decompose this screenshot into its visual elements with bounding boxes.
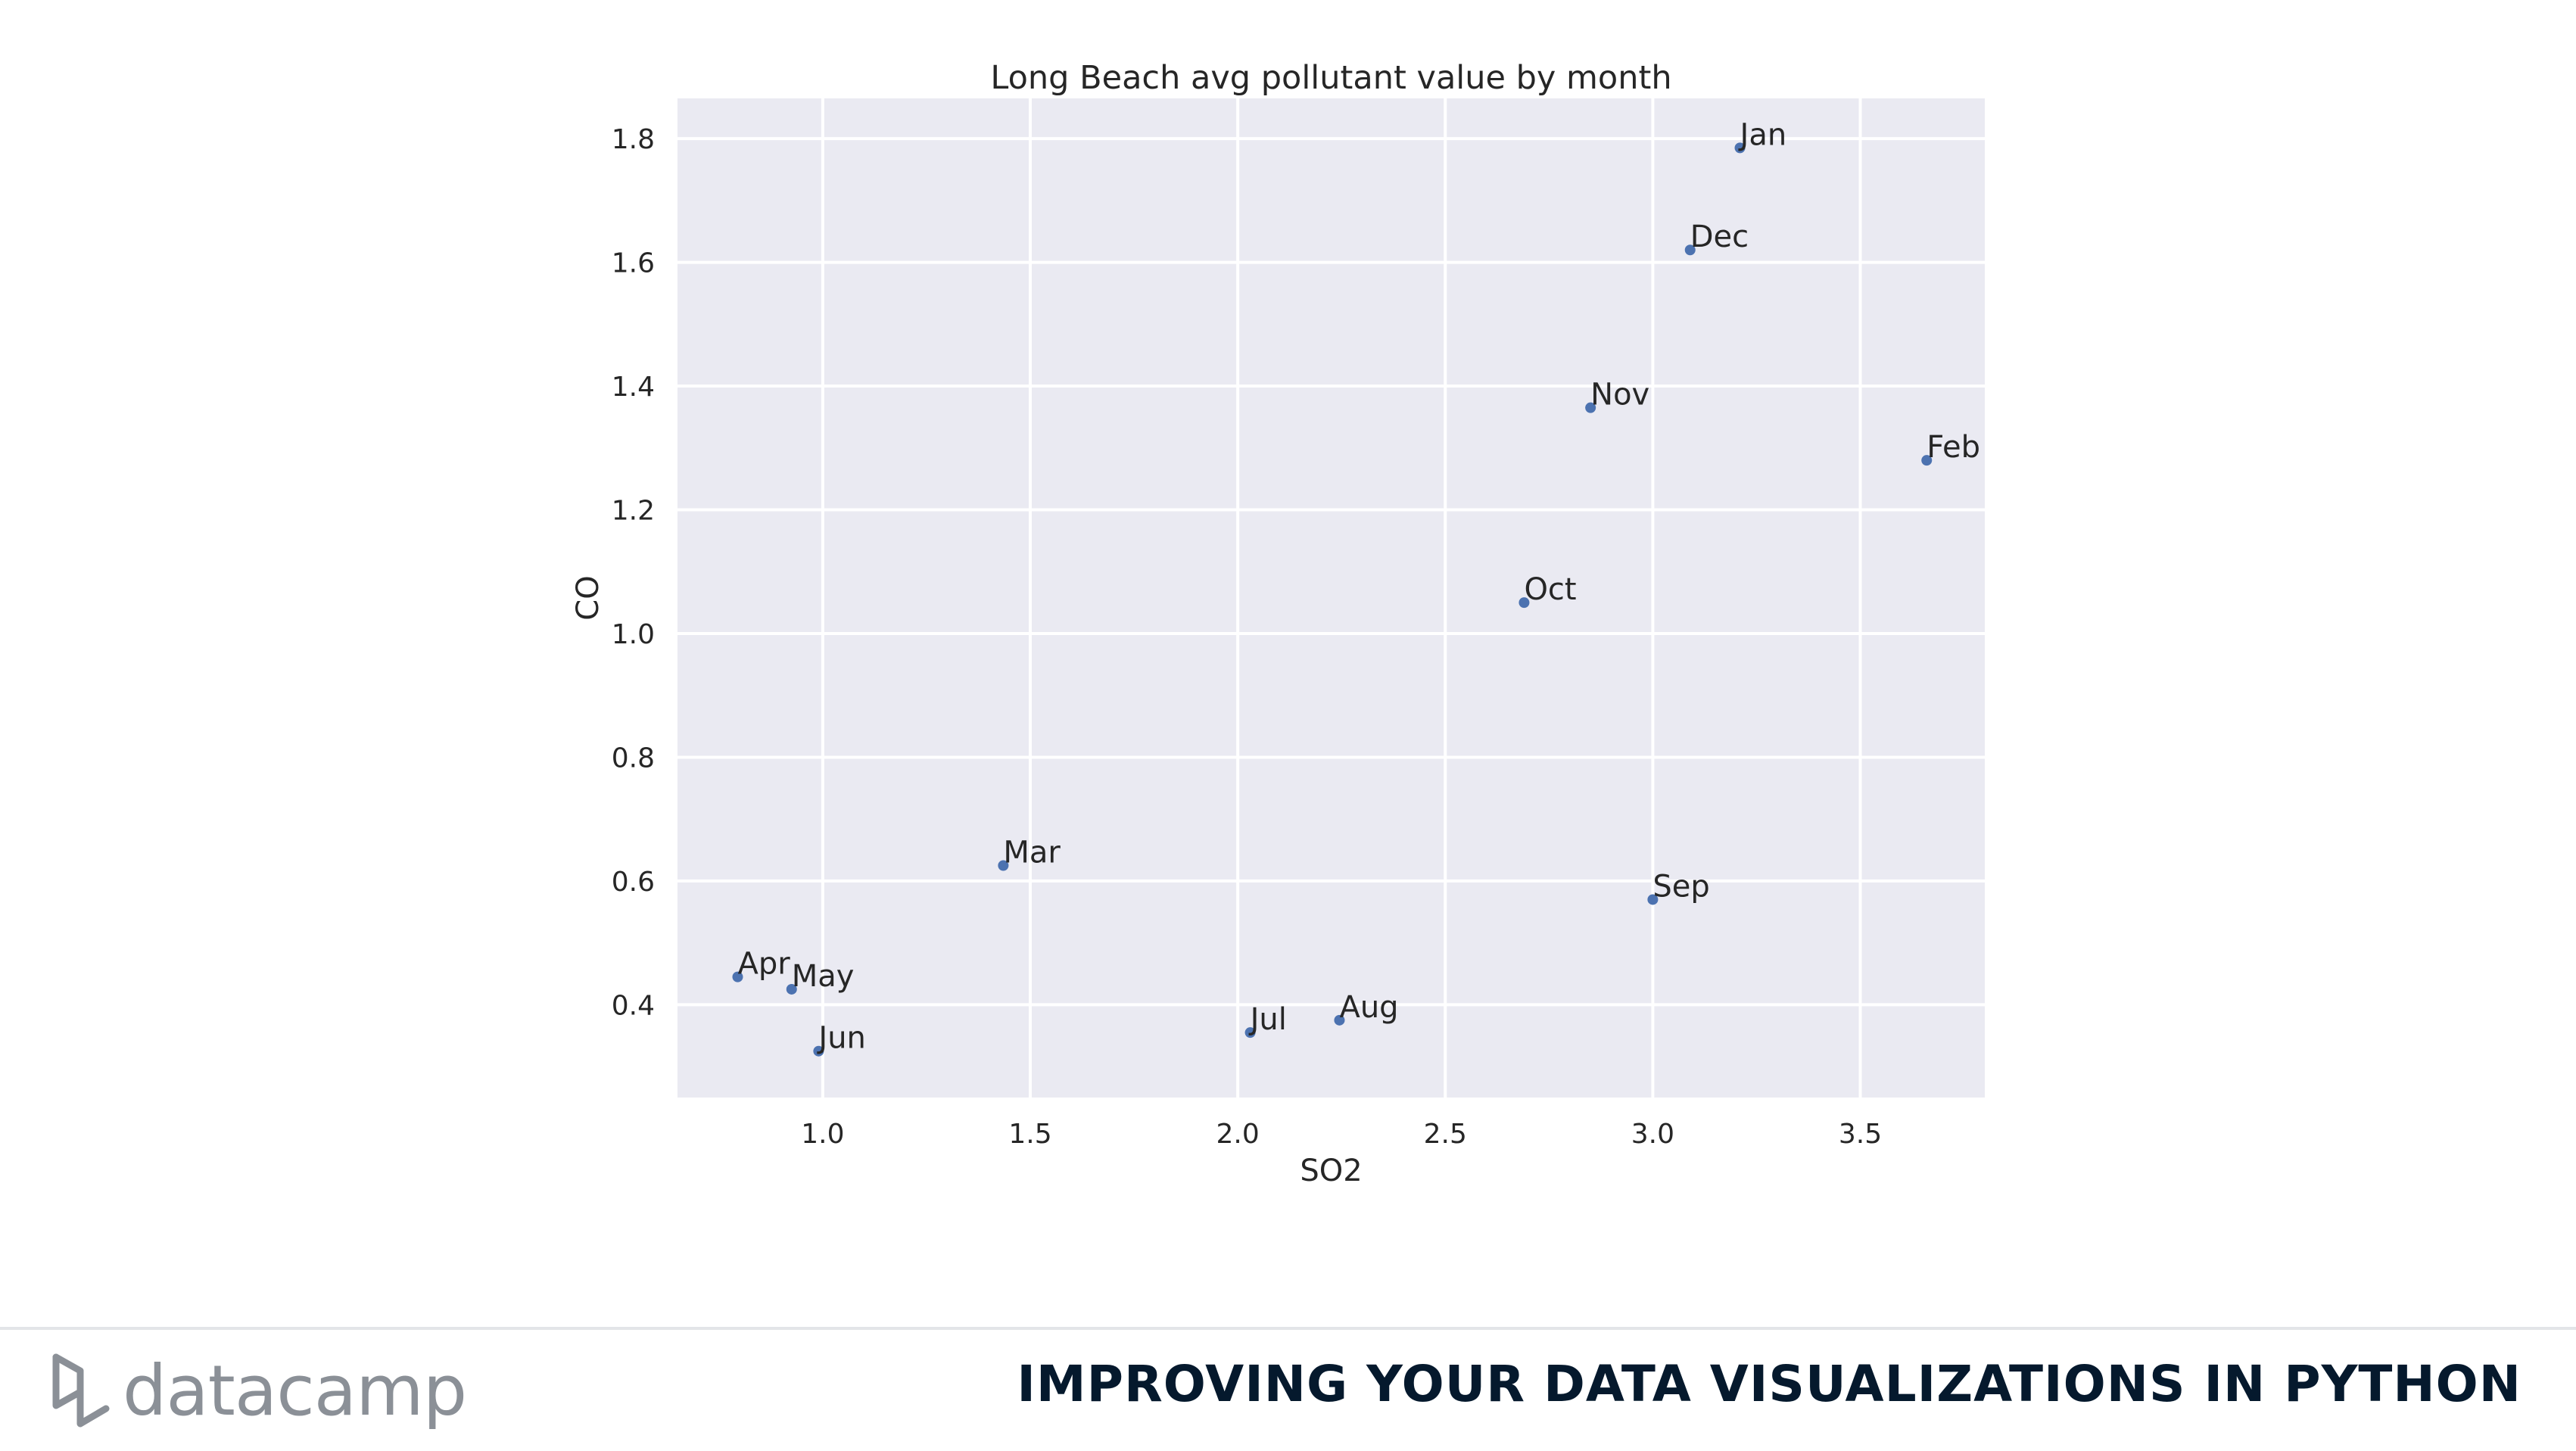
x-tick-label: 3.5	[1839, 1119, 1882, 1150]
plot-area	[677, 98, 1985, 1098]
y-axis-label: CO	[571, 575, 606, 620]
data-point	[732, 971, 743, 982]
data-point	[1734, 142, 1746, 154]
data-point	[1519, 597, 1530, 609]
point-label: May	[792, 959, 855, 994]
data-point	[1684, 244, 1696, 256]
x-tick-label: 1.5	[1008, 1119, 1051, 1150]
data-point	[786, 983, 797, 995]
data-point	[1585, 402, 1596, 413]
x-axis-label: SO2	[1300, 1154, 1362, 1188]
chart-title: Long Beach avg pollutant value by month	[990, 59, 1671, 97]
y-tick-label: 1.2	[612, 496, 655, 527]
y-tick-label: 1.4	[612, 372, 655, 403]
point-label: Jul	[1248, 1002, 1287, 1037]
x-tick-label: 2.5	[1424, 1119, 1467, 1150]
point-label: Apr	[737, 947, 790, 982]
grid-lines	[677, 98, 1985, 1098]
datacamp-logo-icon	[52, 1353, 110, 1428]
x-tick-label: 1.0	[801, 1119, 844, 1150]
logo-text: datacamp	[123, 1350, 467, 1431]
point-label: Jan	[1738, 117, 1787, 152]
data-point	[1334, 1014, 1345, 1026]
course-title: IMPROVING YOUR DATA VISUALIZATIONS IN PY…	[1017, 1355, 2521, 1413]
point-label: Nov	[1590, 378, 1649, 413]
data-point	[998, 860, 1009, 871]
scatter-chart: 1.0 1.5 2.0 2.5 3.0 3.5 0.4 0.6 0.8 1.0 1.2 1.4 1.6 1…	[571, 59, 1985, 1188]
point-label: Aug	[1339, 990, 1398, 1025]
y-tick-label: 0.4	[612, 990, 655, 1021]
data-point	[813, 1045, 824, 1057]
y-tick-label: 0.8	[612, 743, 655, 774]
point-label: Feb	[1927, 430, 1980, 465]
y-tick-label: 0.6	[612, 867, 655, 898]
data-point	[1921, 455, 1933, 466]
point-label: Sep	[1652, 869, 1709, 904]
data-points: Jan Feb Mar Apr May Jun Jul Aug Sep Oct Nov Dec	[732, 117, 1980, 1057]
x-tick-label: 2.0	[1216, 1119, 1260, 1150]
point-label: Mar	[1003, 835, 1061, 870]
y-tick-label: 1.0	[612, 619, 655, 650]
data-point	[1647, 894, 1659, 905]
y-tick-label: 1.6	[612, 248, 655, 279]
tick-labels: 1.0 1.5 2.0 2.5 3.0 3.5 0.4 0.6 0.8 1.0 1.2 1.4 1.6 1…	[612, 124, 1882, 1150]
datacamp-logo: datacamp	[50, 1349, 467, 1432]
point-label: Dec	[1690, 220, 1749, 254]
point-label: Oct	[1524, 572, 1576, 607]
y-tick-label: 1.8	[612, 124, 655, 155]
data-point	[1244, 1027, 1256, 1038]
x-tick-label: 3.0	[1631, 1119, 1674, 1150]
footer-divider	[0, 1327, 2576, 1330]
point-label: Jun	[816, 1021, 866, 1056]
